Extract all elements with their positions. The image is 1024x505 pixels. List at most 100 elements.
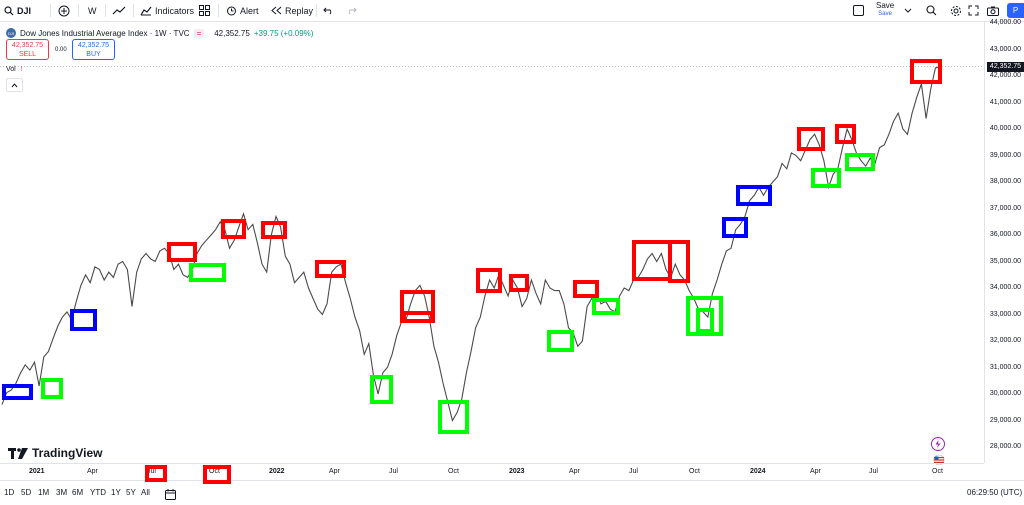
range-button-6m[interactable]: 6M <box>72 488 84 497</box>
indicators-label: Indicators <box>155 5 195 16</box>
square-icon <box>853 5 864 16</box>
annotation-box-red[interactable] <box>573 280 599 298</box>
us-flag-icon[interactable] <box>932 452 946 466</box>
annotation-box-blue[interactable] <box>736 185 772 206</box>
redo-button[interactable] <box>346 2 357 19</box>
annotation-box-red[interactable] <box>476 268 502 293</box>
time-axis-label: Jul <box>389 468 398 475</box>
time-axis[interactable]: 2021 Apr Jul Oct 2022 Apr Jul Oct 2023 Apr Jul Oct 2… <box>0 463 984 480</box>
range-button-ytd[interactable]: YTD <box>90 488 106 497</box>
price-axis-label: 44,000.00 <box>989 19 1021 26</box>
annotation-box-green[interactable] <box>189 263 226 282</box>
price-axis-label: 42,000.00 <box>989 72 1021 79</box>
annotation-box-red[interactable] <box>632 240 672 281</box>
price-series-line <box>1 66 941 422</box>
price-axis-label: 32,000.00 <box>989 337 1021 344</box>
annotation-box-red[interactable] <box>221 219 246 239</box>
fullscreen-button[interactable] <box>968 2 979 19</box>
collapse-legend-button[interactable] <box>6 78 23 92</box>
annotation-box-green[interactable] <box>547 330 574 352</box>
time-axis-label: 2024 <box>750 468 766 475</box>
event-flash-icon[interactable] <box>931 437 945 451</box>
annotation-box-blue[interactable] <box>2 384 33 400</box>
volume-legend[interactable]: Vol ! <box>6 66 23 73</box>
screenshot-button[interactable] <box>987 2 999 19</box>
annotation-box-green[interactable] <box>811 168 841 188</box>
buy-label: BUY <box>86 51 101 58</box>
publish-button[interactable]: P <box>1007 3 1024 18</box>
indicators-icon <box>140 6 152 16</box>
annotation-box-green[interactable] <box>370 375 393 404</box>
search-icon <box>4 5 14 16</box>
price-axis-label: 34,000.00 <box>989 284 1021 291</box>
save-menu-button[interactable] <box>904 2 912 19</box>
replay-button[interactable]: Replay <box>271 2 313 19</box>
layout-select-button[interactable] <box>853 2 864 19</box>
spread-value: 0.00 <box>55 47 67 53</box>
chevron-up-icon <box>11 82 18 88</box>
compare-add-button[interactable] <box>58 2 70 19</box>
annotation-box-green[interactable] <box>438 400 469 434</box>
range-button-1m[interactable]: 1M <box>38 488 50 497</box>
annotation-box-red[interactable] <box>402 311 434 323</box>
grid-icon <box>199 5 210 16</box>
time-axis-label: Jul <box>629 468 638 475</box>
chart-type-button[interactable] <box>112 2 126 19</box>
annotation-box-red[interactable] <box>315 260 346 278</box>
annotation-box-red[interactable] <box>910 59 942 84</box>
range-button-5y[interactable]: 5Y <box>126 488 136 497</box>
sell-button[interactable]: 42,352.75 SELL <box>6 39 49 60</box>
tradingview-logo[interactable]: TradingView <box>8 446 102 460</box>
line-chart-icon <box>112 6 126 16</box>
annotation-box-green[interactable] <box>686 296 723 336</box>
replay-label: Replay <box>285 5 314 16</box>
annotation-box-red[interactable] <box>668 240 690 283</box>
annotation-box-green[interactable] <box>41 378 63 399</box>
annotation-box-red[interactable] <box>167 242 197 262</box>
annotation-box-red[interactable] <box>835 124 856 144</box>
undo-button[interactable] <box>323 2 334 19</box>
dow-jones-logo-icon: DJI <box>6 28 16 38</box>
volume-label: Vol <box>6 66 16 73</box>
layout-templates-button[interactable] <box>199 2 210 19</box>
annotation-box-red[interactable] <box>797 127 825 151</box>
interval-button[interactable]: W <box>88 2 97 19</box>
indicators-button[interactable]: Indicators <box>140 2 194 19</box>
range-button-all[interactable]: All <box>141 488 150 497</box>
price-axis-label: 31,000.00 <box>989 363 1021 371</box>
time-axis-label: Oct <box>689 468 700 475</box>
price-axis[interactable]: 44,000.00 43,000.00 42,000.00 41,000.00 40,0… <box>984 19 1024 463</box>
range-button-5d[interactable]: 5D <box>21 488 32 497</box>
svg-text:DJI: DJI <box>8 31 14 36</box>
range-button-1d[interactable]: 1D <box>4 488 15 497</box>
redo-icon <box>346 6 357 15</box>
buy-button[interactable]: 42,352.75 BUY <box>72 39 115 60</box>
range-button-1y[interactable]: 1Y <box>111 488 121 497</box>
top-toolbar: DJI W Indicators Alert Re <box>0 0 1024 22</box>
annotation-box-green[interactable] <box>592 298 620 315</box>
settings-button[interactable] <box>950 2 962 19</box>
logo-text: TradingView <box>32 446 103 460</box>
legend-title: Dow Jones Industrial Average Index · 1W … <box>20 28 190 38</box>
annotation-box-green[interactable] <box>845 153 875 171</box>
series-legend[interactable]: DJI Dow Jones Industrial Average Index ·… <box>6 28 313 38</box>
chart-pane[interactable] <box>0 22 984 463</box>
date-range-button[interactable] <box>165 487 176 505</box>
price-axis-label: 43,000.00 <box>989 45 1021 53</box>
annotation-box-green[interactable] <box>696 308 714 333</box>
interval-label: W <box>88 5 97 16</box>
annotation-box-blue[interactable] <box>722 217 748 238</box>
range-button-3m[interactable]: 3M <box>56 488 68 497</box>
save-button[interactable]: Save Save <box>876 2 894 19</box>
legend-price: 42,352.75 <box>214 28 250 38</box>
annotation-box-blue[interactable] <box>70 309 97 331</box>
quick-search-button[interactable] <box>926 2 937 19</box>
search-icon <box>926 5 937 16</box>
equals-icon[interactable]: = <box>193 28 205 38</box>
annotation-box-red[interactable] <box>261 221 287 239</box>
price-axis-label: 41,000.00 <box>989 98 1021 106</box>
symbol-search-button[interactable]: DJI <box>4 2 31 19</box>
utc-clock[interactable]: 06:29:50 (UTC) <box>967 488 1023 497</box>
alert-button[interactable]: Alert <box>226 2 259 19</box>
annotation-box-red[interactable] <box>509 274 529 292</box>
